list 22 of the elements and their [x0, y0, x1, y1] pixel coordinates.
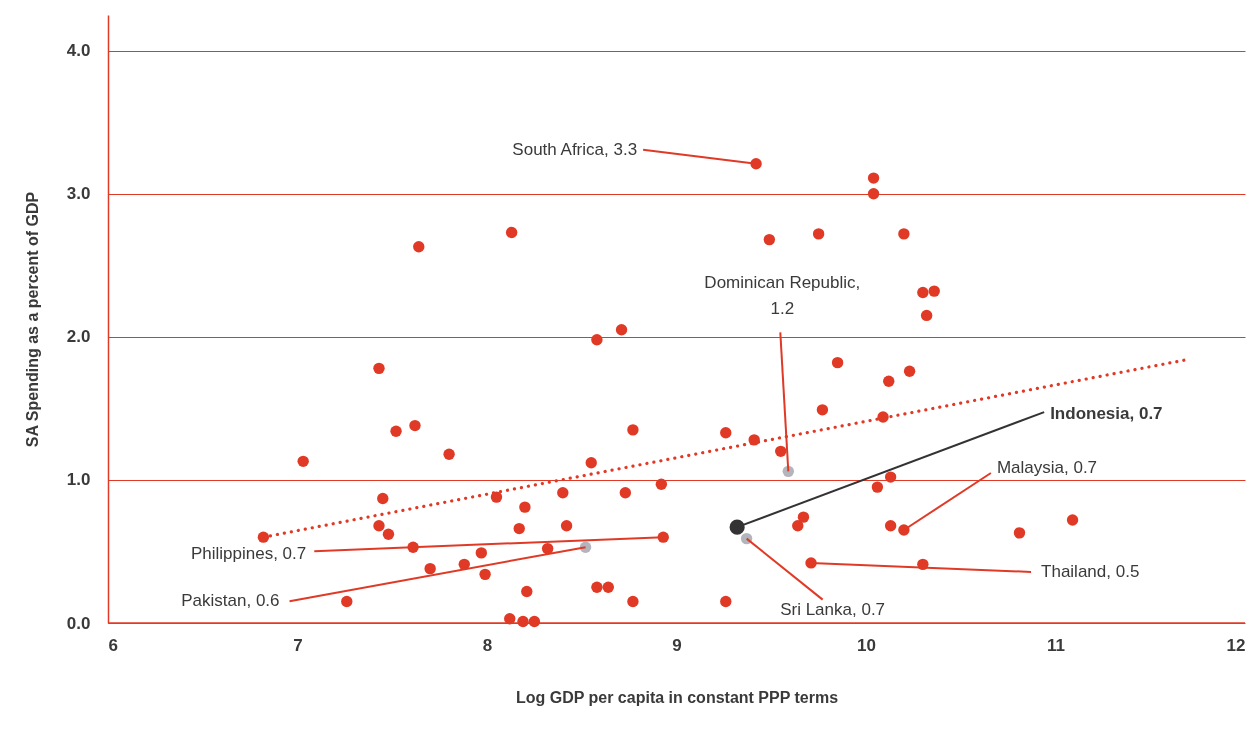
y-axis-title: SA Spending as a percent of GDP — [23, 191, 41, 448]
x-tick-label: 9 — [672, 635, 682, 655]
y-tick-label: 3.0 — [66, 184, 91, 204]
x-axis-title: Log GDP per capita in constant PPP terms — [515, 688, 839, 706]
y-tick-label: 4.0 — [66, 41, 91, 61]
annotation: Indonesia, 0.7 — [1050, 404, 1163, 424]
annotation: Philippines, 0.7 — [190, 544, 307, 564]
y-tick-label: 1.0 — [66, 470, 91, 490]
x-tick-label: 10 — [857, 635, 876, 655]
x-tick-label: 6 — [108, 635, 118, 655]
y-tick-label: 0.0 — [66, 613, 91, 633]
annotation: Malaysia, 0.7 — [996, 458, 1098, 478]
annotation: South Africa, 3.3 — [512, 139, 638, 159]
x-tick-label: 12 — [1226, 635, 1246, 655]
annotation: Sri Lanka, 0.7 — [780, 599, 886, 619]
annotation: Thailand, 0.5 — [1041, 561, 1140, 581]
x-tick-label: 8 — [482, 635, 493, 655]
x-tick-label: 7 — [293, 635, 303, 655]
annotation: Pakistan, 0.6 — [181, 591, 280, 611]
y-tick-label: 2.0 — [66, 327, 91, 347]
annotation: Dominican Republic, 1.2 — [704, 273, 861, 319]
x-tick-label: 11 — [1047, 635, 1065, 655]
